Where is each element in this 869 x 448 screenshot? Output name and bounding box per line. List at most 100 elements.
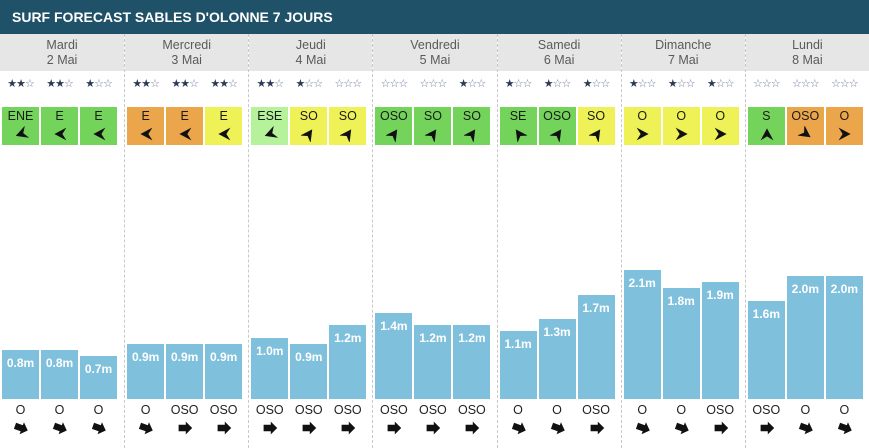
- wave-height-label: 1.2m: [334, 331, 362, 345]
- wave-bar: 2.0m: [786, 276, 824, 399]
- wave-height-label: 0.8m: [45, 356, 74, 370]
- star-filled-icon: ★: [180, 78, 190, 90]
- wind-box: SO: [290, 107, 328, 145]
- wind-box: OSO: [786, 107, 824, 145]
- wind-arrow-icon: [714, 127, 727, 141]
- wind-arrow-icon: [93, 127, 106, 141]
- wind-box: O: [825, 107, 863, 145]
- day-name: Mercredi: [162, 38, 211, 52]
- wind-box: O: [623, 107, 661, 145]
- star-empty-icon: ☆: [352, 78, 362, 90]
- forecast-slot: ☆☆☆ OSO 1.4m OSO: [375, 34, 413, 448]
- day-column: Mardi 2 Mai ★★☆ ENE 0.8m O ★★☆ E 0.8m O ★☆☆ E 0.7m O: [0, 34, 125, 448]
- wind-arrow-icon: [15, 126, 29, 138]
- wind-direction: E: [219, 109, 228, 123]
- swell-arrow-icon: [388, 421, 402, 435]
- wave-height-label: 1.0m: [256, 344, 284, 358]
- day-header: Jeudi 4 Mai: [249, 34, 373, 71]
- wave-height-label: 0.8m: [6, 356, 35, 370]
- wave-bar: 0.8m: [41, 350, 78, 399]
- star-filled-icon: ★: [582, 78, 593, 90]
- swell-arrow-icon: [590, 421, 604, 435]
- star-empty-icon: ☆: [591, 78, 602, 90]
- star-rating: ★★☆: [166, 77, 203, 90]
- wave-height-label: 0.9m: [131, 350, 160, 364]
- star-rating: ★★☆: [205, 77, 242, 90]
- wave-height-label: 1.7m: [582, 301, 610, 315]
- wave-bar: 1.0m: [251, 338, 289, 399]
- swell-direction: O: [676, 403, 687, 417]
- wave-bar: 1.7m: [577, 295, 615, 399]
- star-filled-icon: ★: [628, 78, 639, 90]
- forecast-slot: ★☆☆ SO 1.2m OSO: [453, 34, 491, 448]
- day-date: 8 Mai: [792, 53, 823, 67]
- wind-box: O: [701, 107, 739, 145]
- wind-arrow-icon: [265, 126, 279, 138]
- wind-box: S: [747, 107, 785, 145]
- wind-box: E: [41, 107, 78, 145]
- swell-arrow-icon: [139, 422, 153, 435]
- star-filled-icon: ★: [458, 78, 469, 90]
- star-empty-icon: ☆: [761, 78, 772, 90]
- star-empty-icon: ☆: [800, 78, 811, 90]
- star-empty-icon: ☆: [467, 78, 477, 90]
- star-empty-icon: ☆: [343, 78, 353, 90]
- forecast-slot: ★☆☆ SO 1.7m OSO: [577, 34, 615, 448]
- day-name: Vendredi: [410, 38, 460, 52]
- wave-height-label: 1.8m: [667, 294, 695, 308]
- swell-arrow-icon: [635, 422, 650, 435]
- wave-bar: 1.2m: [414, 325, 452, 399]
- forecast-grid: Mardi 2 Mai ★★☆ ENE 0.8m O ★★☆ E 0.8m O ★☆☆ E 0.7m O M…: [0, 34, 869, 448]
- swell-direction: OSO: [333, 403, 362, 417]
- day-header: Mardi 2 Mai: [0, 34, 125, 71]
- wave-height-label: 1.4m: [380, 319, 408, 333]
- swell-direction: O: [93, 403, 104, 417]
- wind-arrow-icon: [218, 127, 231, 141]
- star-empty-icon: ☆: [646, 78, 657, 90]
- wind-box: E: [166, 107, 204, 145]
- star-empty-icon: ☆: [24, 78, 35, 90]
- swell-arrow-icon: [714, 421, 728, 435]
- swell-direction: OSO: [458, 403, 486, 417]
- star-rating: ★★☆: [2, 77, 39, 90]
- wind-arrow-icon: [464, 129, 476, 142]
- forecast-slot: ☆☆☆ SO 1.2m OSO: [329, 34, 367, 448]
- wind-direction: E: [141, 109, 150, 123]
- star-filled-icon: ★: [141, 78, 151, 90]
- swell-direction: OSO: [419, 403, 447, 417]
- wave-bar: 0.9m: [290, 344, 328, 399]
- star-rating: ☆☆☆: [787, 77, 824, 90]
- wind-box: O: [662, 107, 700, 145]
- star-filled-icon: ★: [46, 78, 56, 90]
- swell-direction: OSO: [170, 403, 199, 417]
- star-empty-icon: ☆: [334, 78, 344, 90]
- wind-arrow-icon: [675, 127, 688, 141]
- forecast-title: SURF FORECAST SABLES D'OLONNE 7 JOURS: [12, 9, 333, 25]
- star-empty-icon: ☆: [770, 78, 781, 90]
- wind-arrow-icon: [301, 129, 313, 142]
- star-rating: ☆☆☆: [414, 77, 451, 90]
- wind-direction: O: [839, 109, 850, 123]
- wind-box: OSO: [375, 107, 413, 145]
- wind-direction: SO: [423, 109, 442, 123]
- wind-direction: OSO: [543, 109, 571, 123]
- wind-box: SO: [577, 107, 615, 145]
- day-date: 2 Mai: [46, 53, 78, 67]
- star-empty-icon: ☆: [839, 78, 850, 90]
- wind-direction: ENE: [7, 109, 34, 123]
- wind-box: E: [127, 107, 165, 145]
- wind-direction: E: [94, 109, 103, 123]
- swell-direction: OSO: [209, 403, 238, 417]
- swell-arrow-icon: [178, 421, 193, 435]
- day-date: 4 Mai: [295, 53, 327, 67]
- forecast-slot: ★☆☆ O 2.1m O: [623, 34, 661, 448]
- wind-box: SE: [499, 107, 537, 145]
- forecast-slot: ★☆☆ SE 1.1m O: [499, 34, 537, 448]
- wind-direction: O: [676, 109, 687, 123]
- star-rating: ☆☆☆: [329, 77, 366, 90]
- wind-arrow-icon: [179, 127, 192, 141]
- star-empty-icon: ☆: [561, 78, 571, 90]
- star-rating: ★★☆: [127, 77, 164, 90]
- swell-arrow-icon: [837, 422, 852, 435]
- wave-height-label: 2.1m: [628, 276, 656, 290]
